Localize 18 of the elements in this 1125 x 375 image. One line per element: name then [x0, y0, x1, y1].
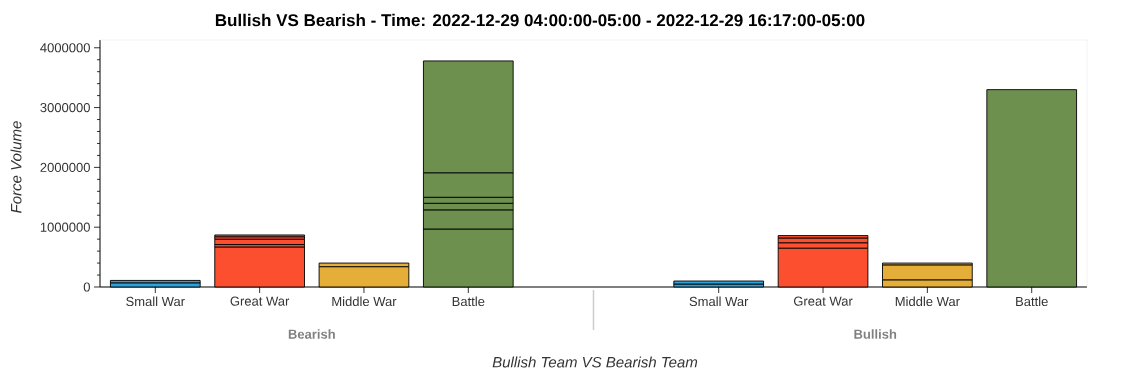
y-tick-label: 3000000 — [40, 102, 90, 113]
x-tick-label: Middle War — [332, 296, 397, 307]
y-tick-label: 1000000 — [40, 222, 90, 232]
x-tick-label: Small War — [126, 296, 185, 307]
y-axis-title: Force Volume — [10, 121, 22, 213]
x-tick-label: Middle War — [895, 296, 960, 307]
x-axis-title: Bullish Team VS Bearish Team — [492, 356, 698, 368]
x-tick-label: Small War — [689, 296, 749, 307]
x-tick-label: Great War — [230, 296, 290, 306]
chart-title: Bullish VS Bearish - Time: 2022-12-29 04:00:00-05:00 - 2022-12-29 16:17:00-05:00 — [215, 13, 865, 27]
y-tick-label: 2000000 — [40, 162, 90, 172]
text: Bullish — [854, 329, 897, 339]
text: Bearish — [288, 329, 335, 339]
x-tick-label: Battle — [452, 296, 485, 307]
x-tick-label: Battle — [1016, 296, 1048, 307]
y-tick-label: 0 — [83, 282, 90, 292]
y-tick-label: 4000000 — [40, 43, 90, 53]
x-tick-label: Great War — [793, 296, 853, 306]
